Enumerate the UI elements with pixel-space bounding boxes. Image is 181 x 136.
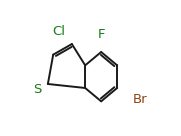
Text: Cl: Cl	[52, 25, 65, 38]
Text: S: S	[33, 84, 41, 96]
Text: F: F	[97, 27, 105, 41]
Text: Br: Br	[132, 93, 147, 106]
